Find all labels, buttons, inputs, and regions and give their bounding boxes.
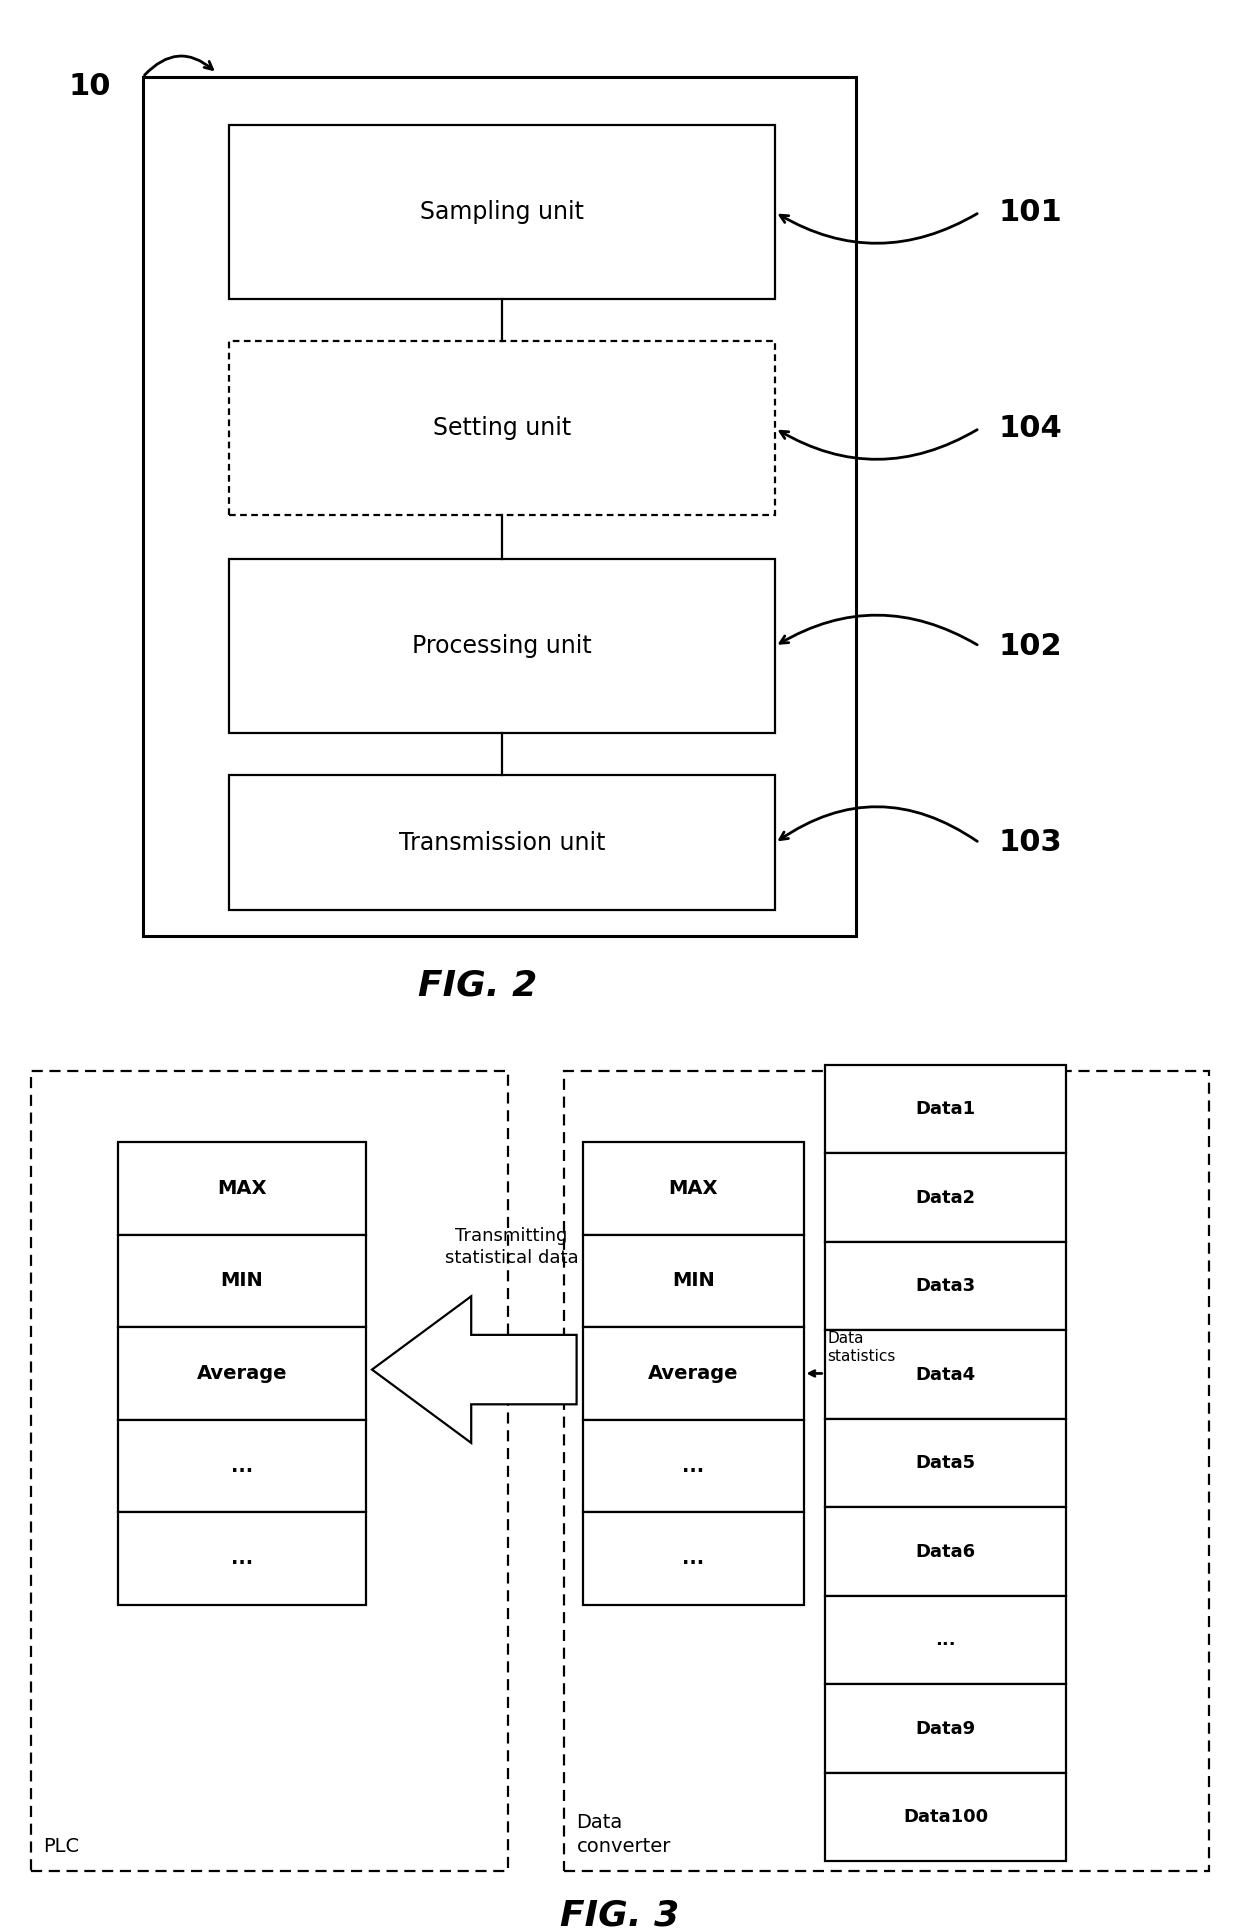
Text: Data6: Data6 <box>915 1543 976 1561</box>
FancyArrowPatch shape <box>780 806 977 841</box>
FancyBboxPatch shape <box>825 1773 1066 1861</box>
FancyBboxPatch shape <box>583 1512 804 1605</box>
Text: 101: 101 <box>998 197 1061 228</box>
Text: 103: 103 <box>998 828 1061 858</box>
Text: MIN: MIN <box>221 1271 263 1291</box>
Text: Data5: Data5 <box>915 1454 976 1472</box>
Text: Data3: Data3 <box>915 1277 976 1294</box>
Text: Average: Average <box>649 1364 738 1383</box>
Text: MAX: MAX <box>668 1179 718 1198</box>
Text: Average: Average <box>197 1364 286 1383</box>
FancyBboxPatch shape <box>825 1154 1066 1242</box>
FancyBboxPatch shape <box>564 1071 1209 1871</box>
Text: 102: 102 <box>998 631 1061 662</box>
Text: FIG. 2: FIG. 2 <box>418 968 537 1003</box>
FancyBboxPatch shape <box>825 1065 1066 1154</box>
Text: MIN: MIN <box>672 1271 714 1291</box>
Text: Sampling unit: Sampling unit <box>420 201 584 224</box>
Text: Data
converter: Data converter <box>577 1813 671 1856</box>
FancyBboxPatch shape <box>118 1327 366 1420</box>
FancyBboxPatch shape <box>143 77 856 936</box>
Text: Processing unit: Processing unit <box>413 635 591 658</box>
FancyBboxPatch shape <box>118 1235 366 1327</box>
FancyBboxPatch shape <box>229 341 775 515</box>
FancyArrowPatch shape <box>780 214 977 243</box>
Text: Data9: Data9 <box>915 1721 976 1738</box>
FancyBboxPatch shape <box>118 1512 366 1605</box>
FancyBboxPatch shape <box>825 1420 1066 1507</box>
FancyArrowPatch shape <box>780 430 977 459</box>
FancyBboxPatch shape <box>229 775 775 910</box>
Text: Transmitting
statistical data: Transmitting statistical data <box>445 1227 578 1267</box>
Text: Data
statistics: Data statistics <box>827 1331 895 1364</box>
FancyBboxPatch shape <box>583 1235 804 1327</box>
Text: Data100: Data100 <box>903 1807 988 1827</box>
FancyBboxPatch shape <box>825 1507 1066 1595</box>
FancyBboxPatch shape <box>825 1595 1066 1684</box>
Text: PLC: PLC <box>43 1836 79 1856</box>
Text: Transmission unit: Transmission unit <box>399 831 605 855</box>
Text: Setting unit: Setting unit <box>433 417 572 440</box>
FancyBboxPatch shape <box>118 1142 366 1235</box>
Text: ...: ... <box>935 1632 956 1649</box>
FancyBboxPatch shape <box>825 1331 1066 1420</box>
Text: Data1: Data1 <box>915 1100 976 1119</box>
FancyBboxPatch shape <box>825 1684 1066 1773</box>
FancyArrowPatch shape <box>780 615 977 644</box>
Text: ...: ... <box>682 1456 704 1476</box>
Text: FIG. 3: FIG. 3 <box>560 1898 680 1929</box>
FancyBboxPatch shape <box>583 1420 804 1512</box>
Text: Data2: Data2 <box>915 1188 976 1206</box>
Text: Data4: Data4 <box>915 1366 976 1383</box>
Text: ...: ... <box>231 1456 253 1476</box>
FancyArrowPatch shape <box>145 56 212 75</box>
Text: ...: ... <box>231 1549 253 1568</box>
Polygon shape <box>372 1296 577 1443</box>
FancyBboxPatch shape <box>583 1327 804 1420</box>
FancyBboxPatch shape <box>583 1142 804 1235</box>
FancyBboxPatch shape <box>31 1071 508 1871</box>
Text: ...: ... <box>682 1549 704 1568</box>
FancyBboxPatch shape <box>825 1242 1066 1331</box>
Text: 104: 104 <box>998 413 1061 444</box>
FancyBboxPatch shape <box>229 559 775 733</box>
FancyBboxPatch shape <box>229 125 775 299</box>
Text: MAX: MAX <box>217 1179 267 1198</box>
Text: 10: 10 <box>68 71 110 102</box>
FancyBboxPatch shape <box>118 1420 366 1512</box>
